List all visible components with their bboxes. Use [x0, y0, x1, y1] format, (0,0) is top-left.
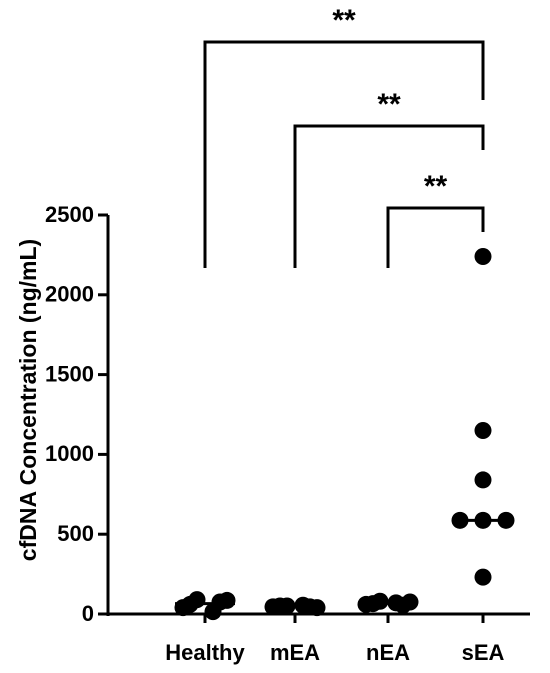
x-tick-label: mEA [270, 640, 320, 665]
data-point [394, 596, 412, 614]
data-point [474, 247, 492, 265]
x-tick-label: nEA [366, 640, 410, 665]
significance-label: ** [377, 88, 401, 121]
y-tick-label: 500 [57, 521, 94, 546]
x-tick-label: sEA [462, 640, 505, 665]
y-axis-title: cfDNA Concentration (ng/mL) [15, 239, 41, 561]
significance-label: ** [332, 4, 356, 37]
significance-label: ** [424, 170, 448, 203]
y-tick-label: 2000 [45, 282, 94, 307]
y-tick-label: 2500 [45, 202, 94, 227]
data-point [474, 471, 492, 489]
y-tick-label: 1500 [45, 361, 94, 386]
data-point [474, 568, 492, 586]
y-tick-label: 0 [82, 601, 94, 626]
significance-bracket [203, 40, 485, 268]
significance-bracket [293, 124, 485, 268]
data-point [211, 593, 229, 611]
significance-bracket [386, 206, 485, 268]
x-tick-label: Healthy [165, 640, 245, 665]
data-point [474, 421, 492, 439]
y-tick-label: 1000 [45, 441, 94, 466]
